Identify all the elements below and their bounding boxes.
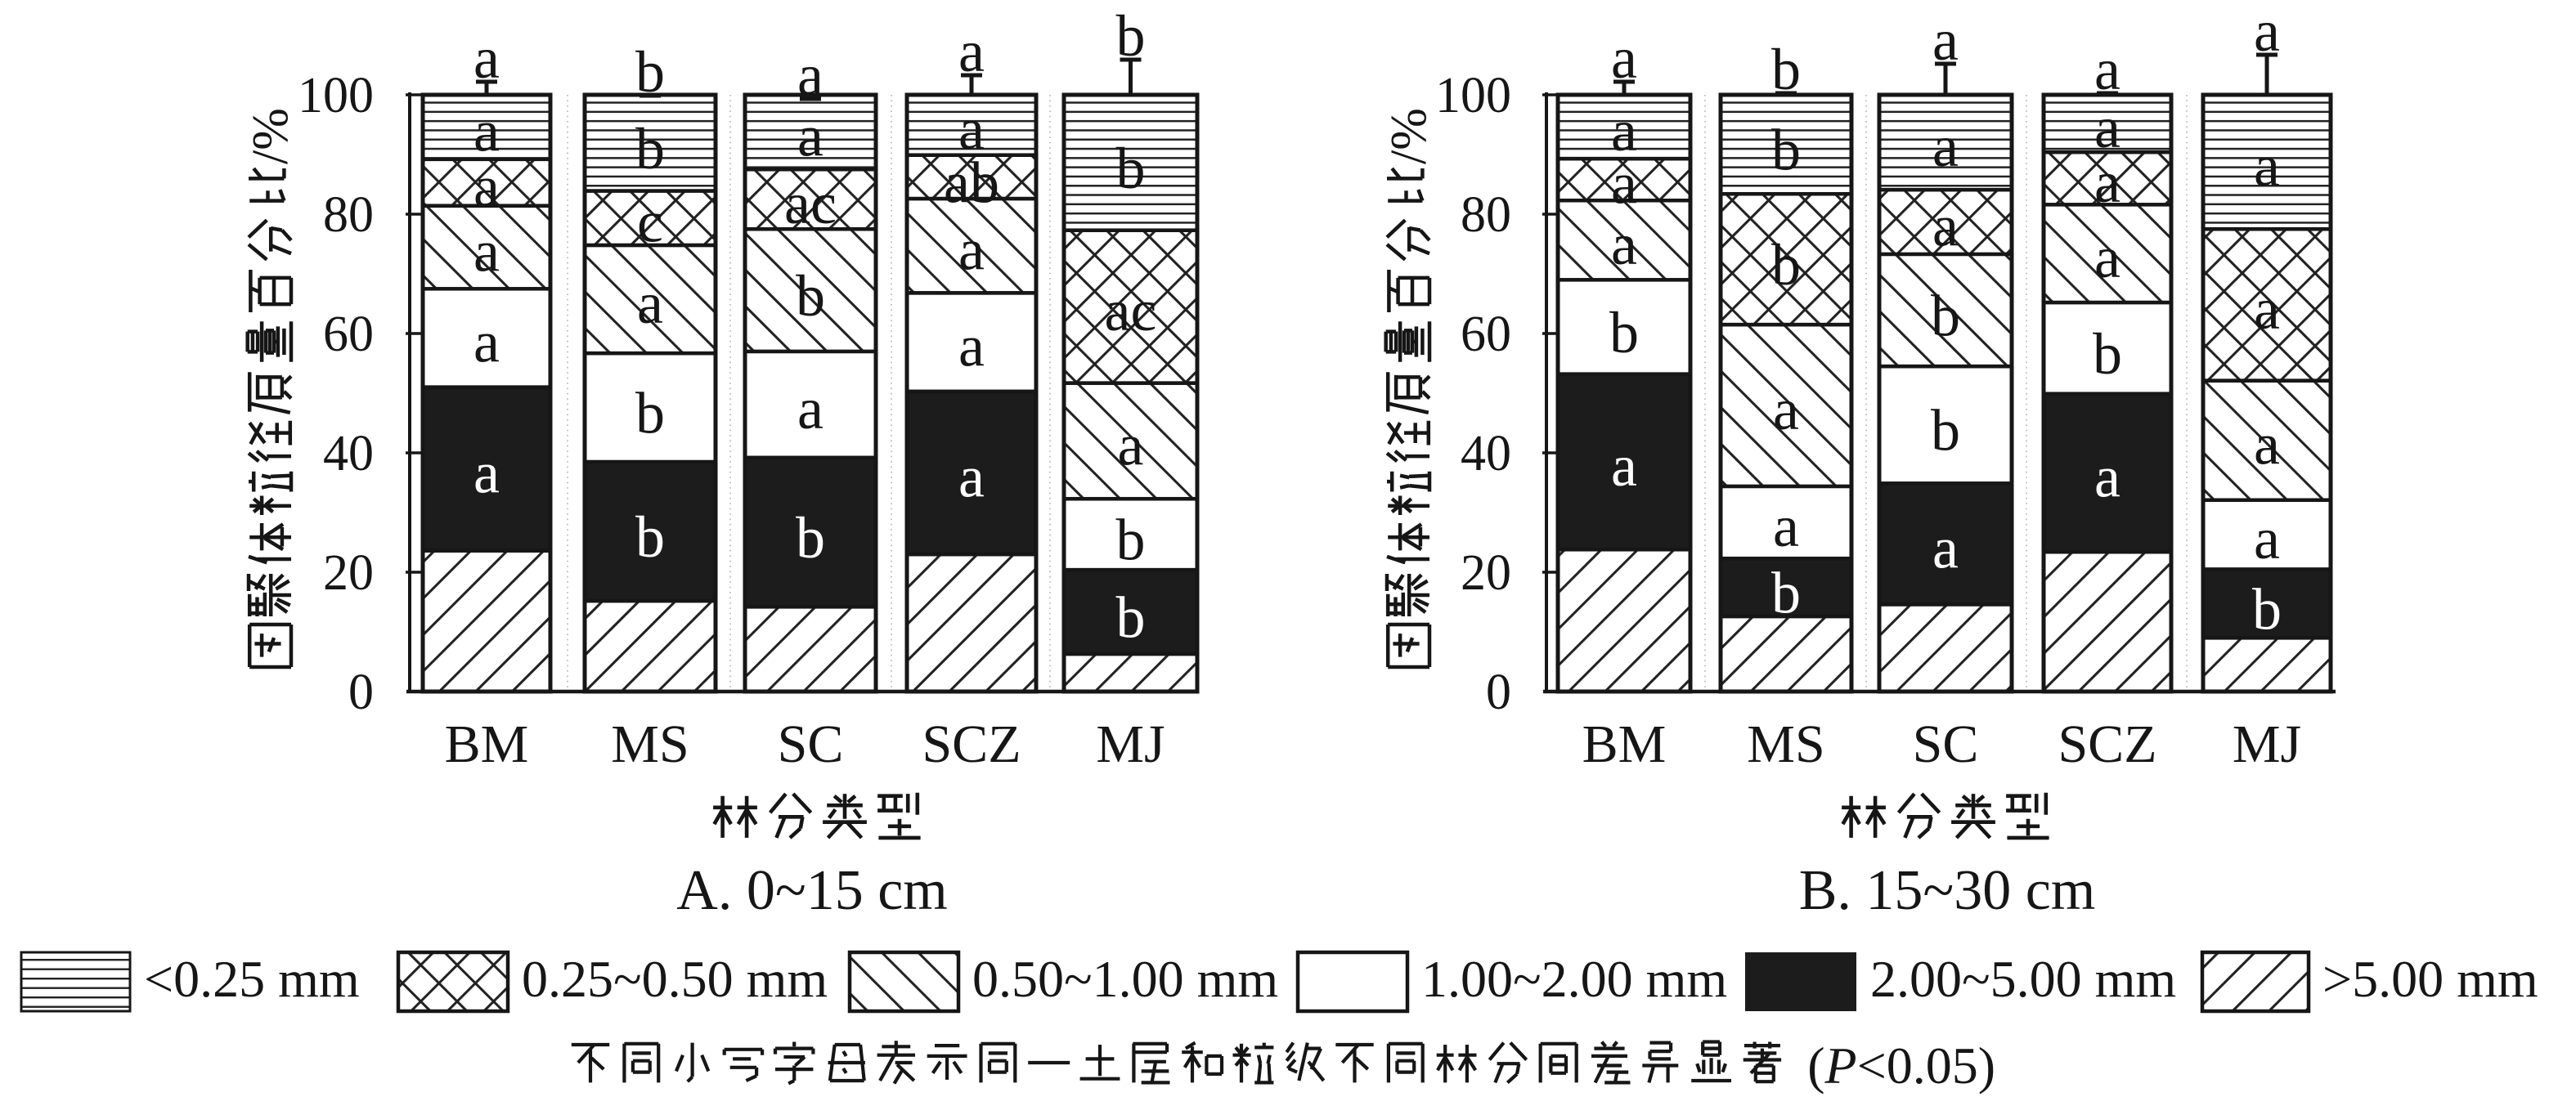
svg-text:b: b [796, 263, 825, 329]
svg-text:/%: /% [1381, 108, 1437, 164]
svg-text:a: a [1611, 433, 1637, 499]
svg-text:a: a [1932, 194, 1959, 259]
svg-text:a: a [1118, 412, 1144, 477]
svg-text:a: a [2254, 276, 2280, 342]
svg-text:a: a [2094, 37, 2120, 102]
svg-text:b: b [1771, 37, 1801, 102]
svg-text:0: 0 [348, 665, 374, 720]
svg-text:SCZ: SCZ [2058, 714, 2156, 774]
svg-text:b: b [635, 504, 665, 570]
svg-text:a: a [1773, 377, 1799, 442]
svg-text:a: a [473, 98, 500, 163]
svg-text:b: b [1116, 585, 1146, 651]
svg-text:b: b [796, 505, 825, 571]
svg-text:20: 20 [323, 545, 374, 601]
svg-text:a: a [473, 219, 500, 284]
svg-text:80: 80 [323, 187, 374, 243]
svg-text:ab: ab [944, 150, 999, 215]
svg-text:b: b [2252, 576, 2282, 642]
svg-text:1.00~2.00 mm: 1.00~2.00 mm [1421, 950, 1727, 1008]
svg-text:c: c [637, 190, 663, 255]
svg-text:<0.25 mm: <0.25 mm [144, 950, 360, 1008]
svg-text:60: 60 [1461, 307, 1511, 362]
svg-text:ac: ac [784, 171, 837, 236]
svg-text:SCZ: SCZ [922, 714, 1021, 774]
svg-text:a: a [1611, 98, 1637, 163]
svg-text:a: a [473, 441, 500, 506]
svg-text:a: a [1611, 151, 1637, 217]
svg-text:a: a [2094, 225, 2120, 290]
svg-text:2.00~5.00 mm: 2.00~5.00 mm [1870, 950, 2176, 1008]
svg-text:a: a [2254, 133, 2280, 199]
svg-text:MS: MS [1747, 714, 1824, 774]
svg-text:SC: SC [1913, 714, 1979, 774]
svg-text:b: b [1116, 508, 1146, 573]
svg-text:a: a [1611, 25, 1637, 91]
svg-text:A. 0~15 cm: A. 0~15 cm [676, 859, 947, 922]
svg-text:MJ: MJ [2233, 714, 2301, 774]
svg-text:a: a [958, 314, 985, 379]
svg-text:/%: /% [243, 108, 298, 164]
svg-text:MS: MS [611, 714, 689, 774]
svg-text:a: a [2254, 0, 2280, 64]
svg-text:a: a [797, 376, 824, 441]
svg-text:b: b [1116, 136, 1146, 201]
svg-text:b: b [1931, 398, 1960, 463]
svg-text:MJ: MJ [1096, 714, 1165, 774]
svg-text:a: a [2094, 150, 2120, 215]
svg-text:b: b [1931, 284, 1960, 349]
svg-text:a: a [2094, 445, 2120, 510]
svg-text:b: b [1771, 232, 1801, 298]
svg-text:>5.00 mm: >5.00 mm [2322, 950, 2538, 1008]
svg-text:a: a [1932, 515, 1959, 580]
svg-text:a: a [2254, 412, 2280, 477]
svg-text:0: 0 [1486, 665, 1511, 720]
svg-text:a: a [958, 445, 985, 510]
svg-text:a: a [958, 96, 985, 162]
svg-text:a: a [637, 271, 663, 336]
svg-text:a: a [473, 310, 500, 375]
svg-text:a: a [797, 104, 824, 169]
svg-text:b: b [635, 381, 665, 446]
svg-text:100: 100 [298, 68, 374, 123]
svg-text:a: a [958, 19, 985, 84]
svg-text:b: b [1609, 300, 1639, 365]
svg-text:80: 80 [1461, 187, 1511, 243]
svg-text:a: a [473, 154, 500, 219]
svg-text:BM: BM [445, 714, 529, 774]
svg-text:b: b [1771, 118, 1801, 183]
svg-text:(P<0.05): (P<0.05) [1807, 1037, 1995, 1095]
svg-text:a: a [797, 43, 824, 108]
svg-text:a: a [1932, 7, 1959, 73]
svg-text:b: b [1116, 3, 1146, 69]
svg-text:a: a [1773, 494, 1799, 559]
svg-text:b: b [1771, 561, 1801, 626]
svg-text:60: 60 [323, 307, 374, 362]
svg-text:0.50~1.00 mm: 0.50~1.00 mm [972, 950, 1278, 1008]
svg-text:0.25~0.50 mm: 0.25~0.50 mm [522, 950, 828, 1008]
svg-text:SC: SC [778, 714, 844, 774]
svg-text:BM: BM [1582, 714, 1667, 774]
svg-text:a: a [473, 25, 500, 91]
svg-text:ac: ac [1105, 278, 1157, 343]
svg-text:b: b [635, 39, 665, 105]
svg-text:a: a [958, 217, 985, 283]
svg-text:a: a [1932, 114, 1959, 179]
svg-text:b: b [2093, 321, 2122, 387]
svg-text:b: b [635, 116, 665, 181]
svg-text:100: 100 [1435, 68, 1511, 123]
svg-text:20: 20 [1461, 545, 1511, 601]
svg-text:B. 15~30 cm: B. 15~30 cm [1799, 859, 2096, 922]
svg-text:a: a [1611, 212, 1637, 277]
svg-text:a: a [2094, 95, 2120, 160]
svg-text:40: 40 [323, 426, 374, 481]
svg-text:40: 40 [1461, 426, 1511, 481]
svg-text:a: a [2254, 506, 2280, 571]
